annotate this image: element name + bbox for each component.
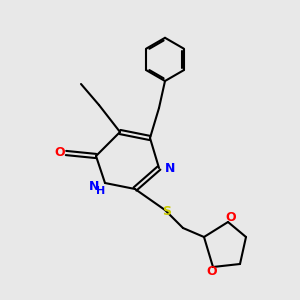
Text: O: O [55, 146, 65, 160]
Text: S: S [162, 205, 171, 218]
Text: O: O [206, 265, 217, 278]
Text: O: O [226, 211, 236, 224]
Text: H: H [97, 185, 106, 196]
Text: N: N [89, 179, 100, 193]
Text: N: N [164, 161, 175, 175]
